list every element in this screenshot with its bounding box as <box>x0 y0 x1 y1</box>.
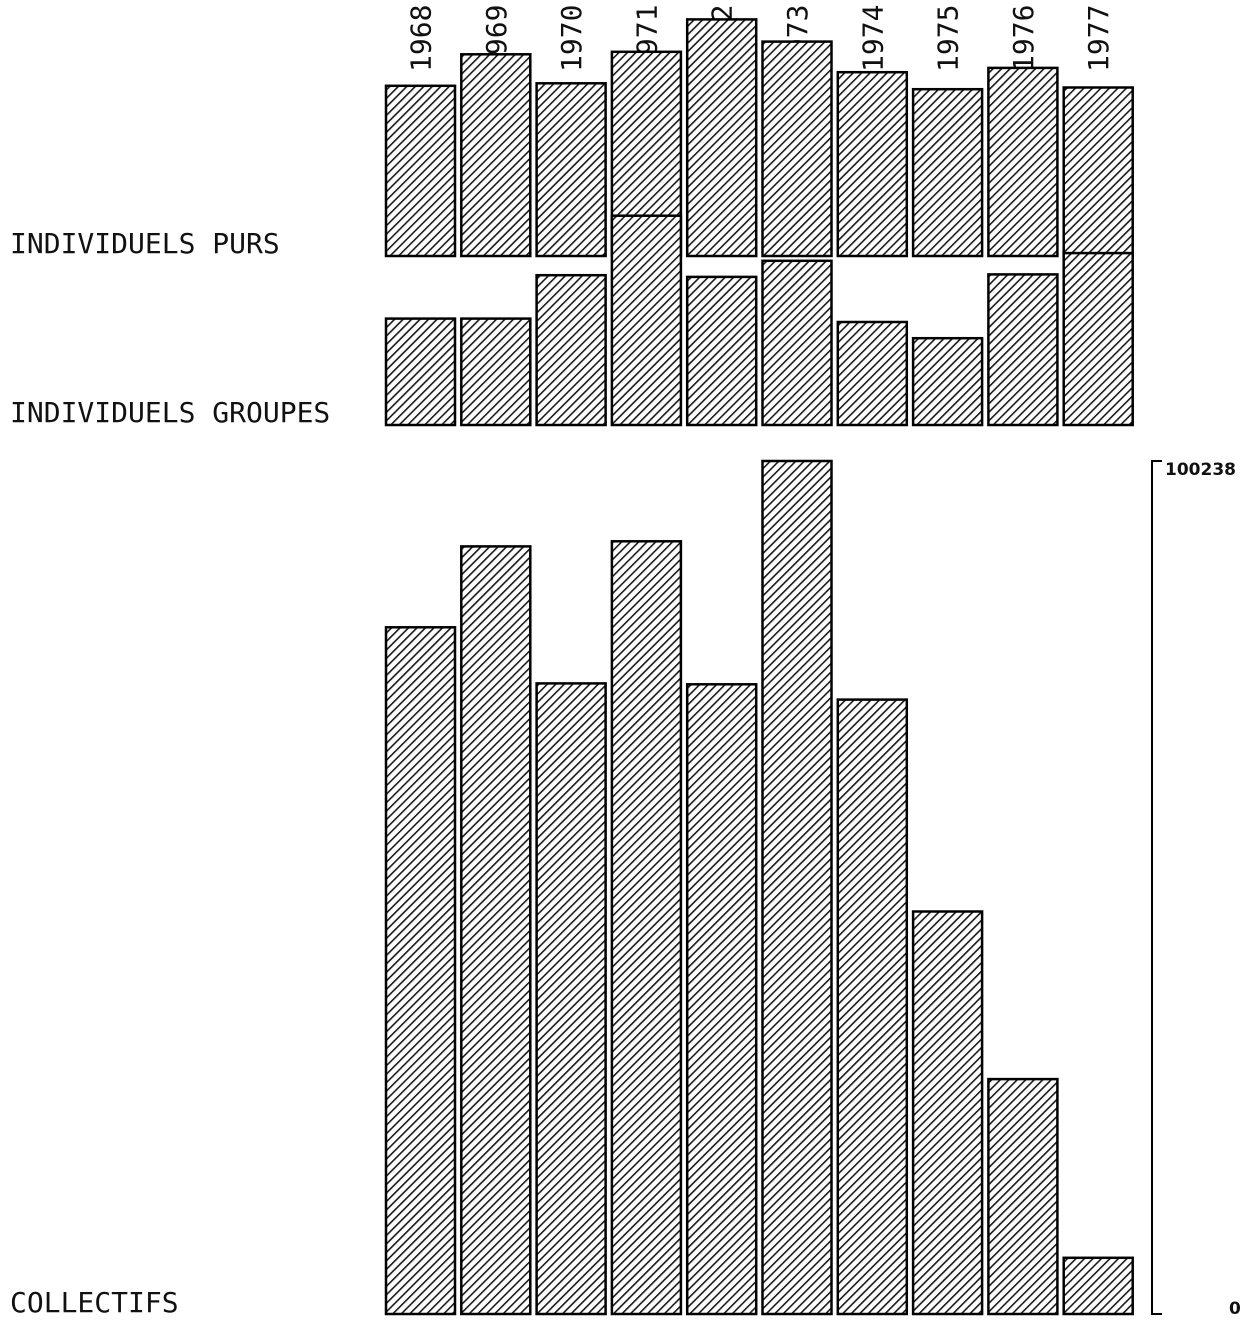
bar-individuels-purs-1973 <box>761 40 833 258</box>
bars <box>384 18 1134 1316</box>
bar-collectifs-1971 <box>610 540 683 1316</box>
series-label-individuels-purs: INDIVIDUELS PURS <box>10 227 280 260</box>
year-label-1975: 1975 <box>932 5 965 72</box>
value-scale: 100238 0 <box>1151 460 1241 1319</box>
bar-individuels-groupes-1972 <box>685 275 758 427</box>
bar-individuels-purs-1976 <box>987 66 1059 258</box>
series-label-individuels-groupes: INDIVIDUELS GROUPES <box>10 396 330 429</box>
bar-individuels-purs-1977 <box>1062 86 1134 258</box>
bar-collectifs-1972 <box>685 683 758 1316</box>
year-label-1976: 1976 <box>1007 5 1040 72</box>
series-label-collectifs: COLLECTIFS <box>10 1286 179 1319</box>
bar-collectifs-1975 <box>911 910 984 1316</box>
bar-individuels-purs-1968 <box>384 84 457 258</box>
year-label-1968: 1968 <box>405 5 438 72</box>
bar-individuels-purs-1972 <box>685 18 758 258</box>
bar-collectifs-1976 <box>987 1077 1059 1316</box>
bar-individuels-groupes-1977 <box>1062 251 1134 427</box>
year-label-1974: 1974 <box>856 5 889 72</box>
bar-individuels-groupes-1968 <box>384 317 457 427</box>
bar-individuels-purs-1969 <box>460 53 532 258</box>
scale-max-label: 100238 <box>1165 460 1236 480</box>
bar-collectifs-1974 <box>836 698 909 1316</box>
bar-individuels-groupes-1973 <box>761 259 833 427</box>
scale-bracket <box>1151 460 1162 1315</box>
year-label-1977: 1977 <box>1082 5 1115 72</box>
bar-individuels-groupes-1976 <box>987 273 1059 427</box>
bar-individuels-groupes-1970 <box>535 273 607 427</box>
bar-individuels-purs-1974 <box>836 70 909 258</box>
bar-individuels-groupes-1974 <box>836 320 909 427</box>
scale-min-label: 0 <box>1229 1299 1241 1319</box>
bar-individuels-groupes-1969 <box>460 317 532 427</box>
bar-individuels-groupes-1975 <box>911 336 984 427</box>
bar-collectifs-1968 <box>384 626 457 1316</box>
bar-individuels-groupes-1971 <box>610 214 683 427</box>
year-label-1970: 1970 <box>555 5 588 72</box>
bar-individuels-purs-1970 <box>535 82 607 258</box>
bar-collectifs-1973 <box>761 459 833 1316</box>
bar-individuels-purs-1975 <box>911 87 984 258</box>
bar-collectifs-1977 <box>1062 1256 1134 1316</box>
bar-collectifs-1969 <box>460 545 532 1316</box>
bar-collectifs-1970 <box>535 682 607 1316</box>
